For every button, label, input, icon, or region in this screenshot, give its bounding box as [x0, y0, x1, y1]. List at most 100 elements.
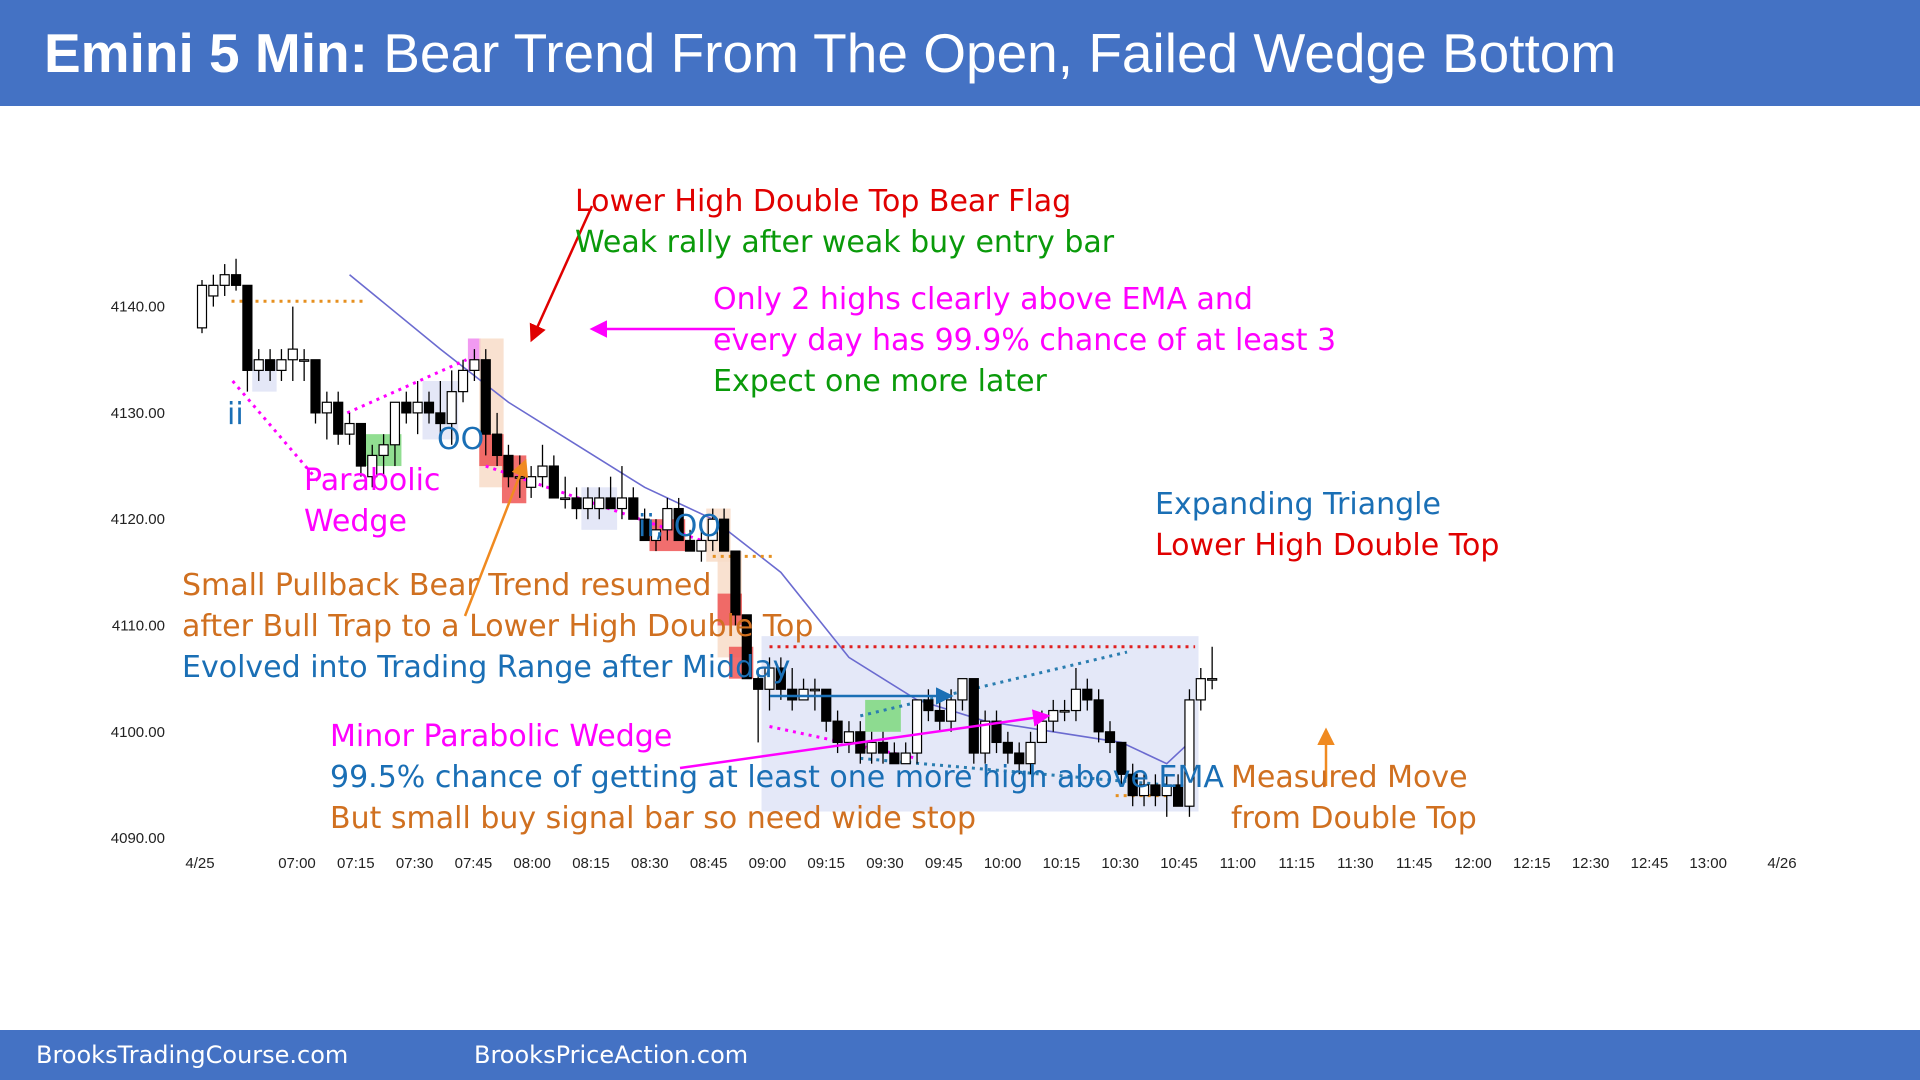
candle	[684, 529, 696, 552]
candle	[843, 721, 855, 754]
y-tick-label: 4110.00	[112, 618, 165, 635]
candle	[650, 519, 662, 552]
x-tick-label: 09:30	[866, 855, 904, 872]
x-tick-label: 07:15	[337, 855, 375, 872]
y-tick-label: 4090.00	[111, 830, 165, 847]
candle	[378, 434, 389, 477]
candle	[276, 349, 287, 382]
annotation-text: every day has 99.9% chance of at least 3	[713, 323, 1336, 358]
annotation-text: Measured Move	[1231, 760, 1468, 795]
candle	[457, 359, 469, 403]
candle	[616, 466, 628, 520]
annotation-text: Small Pullback Bear Trend resumed	[182, 568, 711, 603]
x-tick-label: 12:45	[1631, 855, 1669, 872]
candle	[911, 699, 923, 764]
candle	[718, 508, 730, 552]
annotation-text: ii	[227, 397, 244, 432]
annotation-line	[769, 725, 918, 760]
x-tick-label: 10:45	[1160, 855, 1198, 872]
candle	[1207, 646, 1218, 690]
candle	[1161, 774, 1172, 817]
x-tick-label: 08:15	[572, 855, 610, 872]
candle	[991, 710, 1002, 754]
candle	[389, 401, 401, 467]
candle	[560, 476, 571, 509]
candle	[537, 444, 548, 488]
x-tick-label: 12:30	[1572, 855, 1610, 872]
x-tick-label: 07:00	[278, 855, 316, 872]
x-tick-label: 09:00	[749, 855, 787, 872]
annotation-line	[859, 650, 1128, 718]
candle	[219, 264, 230, 296]
candle	[639, 508, 650, 542]
annotation-text: 99.5% chance of getting at least one mor…	[330, 760, 1224, 795]
candle	[230, 258, 242, 291]
highlight-box	[865, 699, 901, 732]
title-rest: Bear Trend From The Open, Failed Wedge B…	[383, 22, 1617, 84]
title-bar: Emini 5 Min: Bear Trend From The Open, F…	[0, 0, 1920, 106]
x-tick-label: 08:30	[631, 855, 669, 872]
footer-left-link[interactable]: BrooksTradingCourse.com	[36, 1041, 349, 1069]
candle	[480, 349, 491, 456]
candle	[299, 349, 310, 382]
annotation-text: Parabolic	[304, 463, 440, 498]
candle	[423, 391, 435, 424]
annotation-text: But small buy signal bar so need wide st…	[330, 801, 976, 836]
candle	[1002, 731, 1013, 764]
candle	[605, 476, 616, 510]
candle	[764, 657, 775, 711]
candle	[696, 529, 707, 562]
candle	[877, 731, 889, 764]
footer-right-link[interactable]: BrooksPriceAction.com	[474, 1041, 749, 1069]
candle	[401, 391, 412, 424]
candle	[1104, 721, 1116, 754]
candle	[208, 274, 219, 307]
annotation-text: Expect one more later	[713, 364, 1048, 399]
candle	[344, 412, 355, 445]
candle	[310, 359, 321, 424]
x-tick-label: 09:15	[807, 855, 845, 872]
candle	[594, 487, 605, 520]
candle	[662, 497, 673, 541]
candle	[242, 284, 253, 392]
candle	[1184, 689, 1195, 817]
y-tick-label: 4130.00	[111, 405, 165, 422]
candle	[889, 742, 900, 765]
candle	[548, 455, 559, 499]
x-tick-label: 4/26	[1767, 855, 1796, 872]
x-tick-label: 4/25	[185, 855, 214, 872]
candle	[809, 678, 821, 711]
page-title: Emini 5 Min: Bear Trend From The Open, F…	[44, 18, 1616, 88]
candle	[412, 381, 423, 435]
candle	[196, 280, 208, 334]
candle	[1014, 742, 1025, 775]
annotation-text: ii, OO	[638, 509, 721, 544]
candle	[435, 381, 446, 440]
candle	[265, 349, 276, 382]
candle	[1059, 699, 1070, 722]
candle	[1082, 678, 1093, 711]
annotation-line	[346, 358, 468, 415]
candle	[673, 497, 684, 542]
annotation-text: OO	[437, 422, 484, 457]
annotation-text: Lower High Double Top Bear Flag	[575, 184, 1071, 219]
x-tick-label: 10:15	[1043, 855, 1081, 872]
annotation-arrow	[529, 205, 594, 343]
candle	[469, 349, 480, 382]
candle	[957, 678, 968, 711]
candle	[934, 699, 945, 732]
candle	[253, 349, 264, 382]
candle	[968, 678, 979, 764]
x-tick-label: 12:00	[1454, 855, 1492, 872]
x-tick-label: 08:00	[513, 855, 551, 872]
annotation-line	[485, 464, 702, 542]
candle	[1150, 774, 1161, 807]
candle	[866, 731, 877, 764]
candle	[741, 614, 752, 680]
annotation-line	[860, 756, 1167, 787]
annotation-arrow	[463, 458, 529, 617]
annotation-text: Weak rally after weak buy entry bar	[575, 225, 1115, 260]
x-tick-label: 09:45	[925, 855, 963, 872]
candle	[1070, 668, 1082, 722]
candle	[446, 370, 457, 445]
